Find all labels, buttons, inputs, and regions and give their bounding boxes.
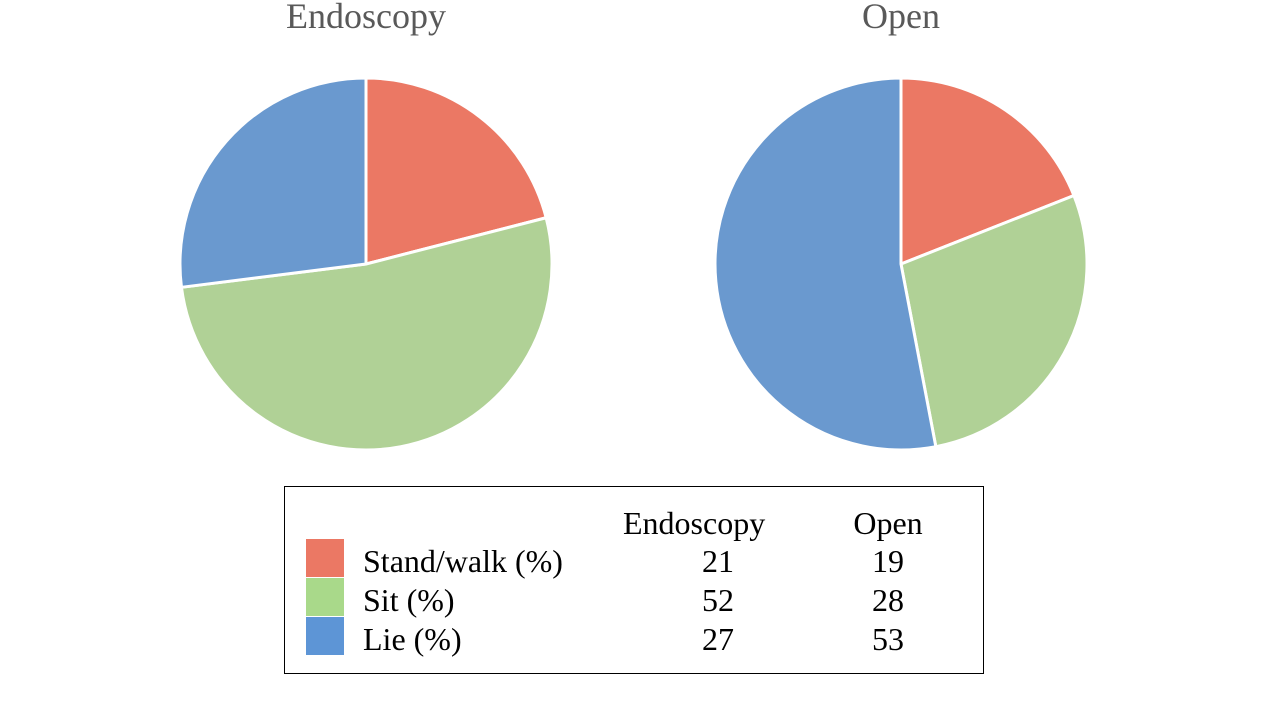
value-endoscopy-sit: 52 <box>702 582 734 618</box>
legend-label-lie: Lie (%) <box>363 621 462 657</box>
legend-swatch-sit <box>306 578 344 616</box>
header-open: Open <box>853 505 923 541</box>
legend-swatch-lie <box>306 617 344 655</box>
value-open-stand-walk: 19 <box>872 543 904 579</box>
value-endoscopy-stand-walk: 21 <box>702 543 734 579</box>
pie-slice-open-sit <box>899 194 1089 449</box>
legend-swatch-stand-walk <box>306 539 344 577</box>
legend-label-stand-walk: Stand/walk (%) <box>363 543 563 579</box>
legend-label-sit: Sit (%) <box>363 582 455 618</box>
pie-endoscopy <box>178 76 554 452</box>
value-open-lie: 53 <box>872 621 904 657</box>
header-endoscopy: Endoscopy <box>623 505 766 541</box>
pie-slice-endoscopy-lie <box>178 76 368 289</box>
pie-slice-open-lie <box>713 76 938 452</box>
pie-title-endoscopy: Endoscopy <box>286 0 446 36</box>
value-endoscopy-lie: 27 <box>702 621 734 657</box>
legend-table: Endoscopy Open Stand/walk (%) 21 19 Sit … <box>284 486 984 674</box>
value-open-sit: 28 <box>872 582 904 618</box>
pie-open <box>713 76 1089 452</box>
pie-slice-open-stand-walk <box>899 76 1076 266</box>
pie-title-open: Open <box>862 0 940 36</box>
pie-slice-endoscopy-stand-walk <box>364 76 548 266</box>
